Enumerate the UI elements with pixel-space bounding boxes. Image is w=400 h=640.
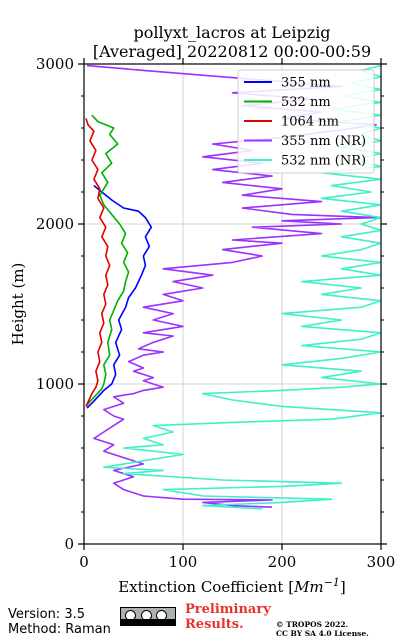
series-line-1: [85, 114, 130, 407]
legend-box: [237, 69, 375, 174]
y-tick-label: 0: [64, 535, 74, 553]
series-line-0: [86, 184, 153, 409]
legend-label-4: 532 nm (NR): [281, 154, 366, 169]
x-tick-label: 100: [169, 553, 198, 571]
version-label: Version: 3.5: [8, 607, 85, 622]
series-line-2: [85, 118, 111, 407]
method-label: Method: Raman: [8, 622, 111, 637]
x-tick-label: 0: [79, 553, 89, 571]
x-axis-label-text: Extinction Coefficient [: [118, 578, 294, 596]
plot-frame: [83, 63, 382, 545]
preliminary-line2: Results.: [185, 617, 244, 632]
x-axis-label: Extinction Coefficient [Mm−1]: [118, 576, 345, 596]
preliminary-notice: Preliminary Results.: [185, 602, 271, 632]
x-tick-label: 200: [268, 553, 297, 571]
x-axis-label-unit: Mm: [293, 578, 324, 596]
chart-title-line1: pollyxt_lacros at Leipzig: [133, 23, 330, 42]
y-tick-label: 1000: [36, 375, 74, 393]
y-axis-label: Height (m): [9, 263, 27, 346]
x-axis-label-close: ]: [340, 578, 346, 596]
cc-license-icon: [120, 607, 176, 626]
legend-label-2: 1064 nm: [281, 115, 339, 130]
copyright-line2: CC BY SA 4.0 License.: [276, 629, 369, 638]
series-line-3: [86, 64, 377, 508]
y-tick-label: 3000: [36, 55, 74, 73]
x-tick-label: 300: [367, 553, 396, 571]
legend-label-1: 532 nm: [281, 95, 331, 110]
legend-label-3: 355 nm (NR): [281, 134, 366, 149]
legend: 355 nm 532 nm 1064 nm 355 nm (NR) 532 nm (NR…: [237, 69, 375, 174]
y-tick-label: 2000: [36, 215, 74, 233]
preliminary-line1: Preliminary: [185, 602, 271, 617]
x-axis-label-exponent: −1: [324, 576, 340, 589]
copyright-line1: © TROPOS 2022.: [276, 620, 349, 629]
legend-label-0: 355 nm: [281, 76, 331, 91]
chart-title-line2: [Averaged] 20220812 00:00-00:59: [93, 42, 371, 61]
copyright-notice: © TROPOS 2022. CC BY SA 4.0 License.: [276, 620, 369, 638]
